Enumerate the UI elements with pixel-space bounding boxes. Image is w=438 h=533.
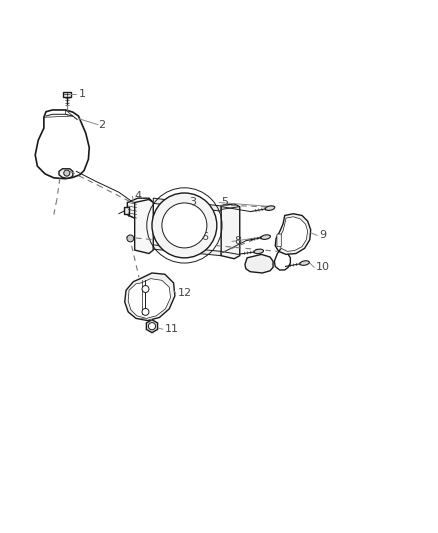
Polygon shape <box>153 198 221 211</box>
Text: 12: 12 <box>178 288 192 298</box>
Circle shape <box>162 203 207 248</box>
FancyBboxPatch shape <box>277 234 281 247</box>
Polygon shape <box>153 245 221 256</box>
Polygon shape <box>127 198 153 219</box>
Text: 3: 3 <box>189 198 196 207</box>
Ellipse shape <box>265 206 275 211</box>
Polygon shape <box>279 217 307 252</box>
Bar <box>63 92 71 96</box>
Polygon shape <box>146 320 158 333</box>
Circle shape <box>127 235 134 242</box>
Polygon shape <box>275 214 311 254</box>
Ellipse shape <box>254 249 264 254</box>
Text: 2: 2 <box>98 119 105 130</box>
Polygon shape <box>59 169 73 178</box>
Text: 6: 6 <box>202 232 208 242</box>
Polygon shape <box>134 199 153 254</box>
Text: 11: 11 <box>165 324 179 334</box>
Text: 1: 1 <box>78 90 85 99</box>
Ellipse shape <box>261 235 270 239</box>
Circle shape <box>152 193 217 258</box>
Text: 4: 4 <box>134 191 142 201</box>
Circle shape <box>148 322 155 330</box>
Text: 5: 5 <box>221 198 228 207</box>
Circle shape <box>142 286 149 293</box>
Polygon shape <box>245 254 273 273</box>
Polygon shape <box>128 279 170 318</box>
Text: 10: 10 <box>316 262 330 272</box>
Circle shape <box>142 309 149 316</box>
Polygon shape <box>124 207 129 214</box>
Polygon shape <box>125 273 175 320</box>
Circle shape <box>64 170 70 176</box>
Polygon shape <box>221 204 240 259</box>
Ellipse shape <box>300 261 309 265</box>
Text: 8: 8 <box>234 237 241 246</box>
Text: 9: 9 <box>319 230 326 240</box>
